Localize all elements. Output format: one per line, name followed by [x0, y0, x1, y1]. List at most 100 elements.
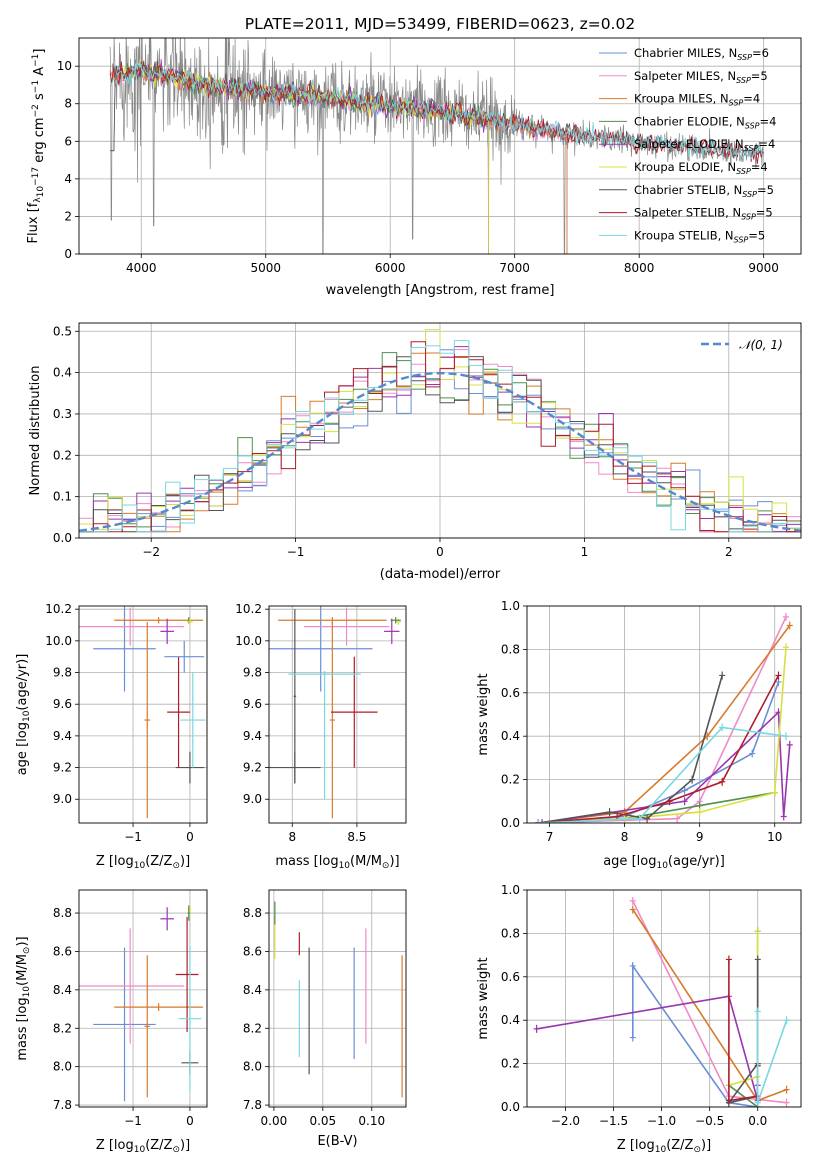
y-tick-label: 1.0 [501, 883, 520, 897]
y-tick-label: 9.2 [243, 761, 262, 775]
label-part: (Z/Z [145, 854, 172, 869]
weight-marker [754, 1007, 761, 1016]
legend-text: Salpeter MILES, N [634, 69, 736, 83]
legend-text: Salpeter ELODIE, N [634, 137, 744, 151]
y-axis-label: mass weight [476, 673, 491, 755]
x-tick-label: −1 [124, 830, 142, 844]
weight-marker [782, 732, 789, 741]
label-part: (M/M [15, 954, 30, 986]
weight-marker [681, 797, 688, 806]
x-axis-label: mass [log10(M/M⊙)] [275, 854, 399, 871]
y-tick-label: 8.0 [53, 1060, 72, 1074]
legend-sub: SSP [737, 53, 752, 62]
plot-area [527, 890, 801, 1107]
legend-sub: SSP [734, 235, 749, 244]
y-tick-label: 8.6 [243, 944, 262, 958]
residuals-legend: 𝒩(0, 1) [701, 338, 783, 352]
y-tick-label: 1.0 [501, 599, 520, 613]
ticks: −2.0 −1.5 −1.0 −0.5 0.0 0.0 0.2 0.4 0.6 0.8 1.0 [501, 883, 767, 1128]
legend-tail: =6 [752, 46, 769, 60]
plot-area [269, 606, 406, 823]
y-tick-label: 10.0 [45, 634, 72, 648]
axes-frame [78, 889, 208, 1108]
y-tick-label: 7.8 [53, 1098, 72, 1112]
ticks: 7 8 9 10 0.0 0.2 0.4 0.6 0.8 1.0 [501, 599, 782, 844]
legend-entry: Chabrier ELODIE, NSSP=4 [634, 114, 776, 130]
weight-marker [783, 1098, 790, 1107]
y-tick-label: 8 [64, 97, 72, 111]
x-tick-label: 4000 [126, 261, 157, 275]
axes-frame [78, 37, 802, 255]
weight-marker [754, 955, 761, 964]
y-tick-label: 0.3 [53, 407, 72, 421]
x-tick-label: 0 [186, 1114, 194, 1128]
weight-line [538, 681, 780, 823]
model-spectrum-line [109, 62, 764, 160]
histogram-steps [79, 329, 801, 533]
x-tick-label: 1 [581, 545, 589, 559]
legend-tail: =5 [757, 183, 774, 197]
weight-marker [719, 777, 726, 786]
axes-frame [78, 605, 208, 824]
y-tick-label: 0.4 [501, 729, 520, 743]
legend-tail: =4 [760, 114, 777, 128]
label-part: ⊙ [693, 1145, 701, 1155]
label-part: 10 [134, 1145, 146, 1155]
legend-sub: SSP [729, 99, 744, 108]
y-tick-label: 9.2 [53, 761, 72, 775]
panel-weight_vs_Z: −2.0 −1.5 −1.0 −0.5 0.0 0.0 0.2 0.4 0.6 0.8 1.0 Z [… [476, 883, 802, 1155]
x-tick-label: −2 [142, 545, 160, 559]
weight-marker [725, 1096, 732, 1105]
plot-area [79, 38, 801, 254]
legend-text: Kroupa MILES, N [634, 92, 729, 106]
y-tick-label: 8.0 [243, 1060, 262, 1074]
label-part: A [32, 67, 47, 80]
legend-text: Salpeter STELIB, N [634, 206, 741, 220]
weight-marker [771, 788, 778, 797]
legend-tail: =4 [758, 137, 775, 151]
y-axis-label: Normed distribution [28, 366, 43, 496]
legend-sub: SSP [736, 167, 751, 176]
x-axis-label: Z [log10(Z/Z⊙)] [96, 1138, 190, 1155]
grid [527, 606, 801, 823]
weight-marker [629, 1033, 636, 1042]
weight-marker [754, 1098, 761, 1107]
y-tick-label: 0.0 [53, 531, 72, 545]
x-tick-label: 2 [725, 545, 733, 559]
y-tick-label: 10.0 [235, 634, 262, 648]
y-tick-label: 9.8 [53, 666, 72, 680]
label-part: (Z/Z [145, 1138, 172, 1153]
weight-marker [636, 814, 643, 823]
y-tick-label: 6 [64, 134, 72, 148]
x-axis-label: age [log10(age/yr)] [603, 854, 725, 871]
legend-tail: =5 [756, 206, 773, 220]
weight-marker [719, 671, 726, 680]
weight-marker [782, 643, 789, 652]
x-tick-label: 10 [767, 830, 782, 844]
y-tick-label: 0.2 [501, 1057, 520, 1071]
legend-entry: Kroupa ELODIE, NSSP=4 [634, 160, 768, 176]
x-tick-label: 5000 [250, 261, 281, 275]
label-part: (age/yr)] [668, 854, 725, 869]
legend-sub: SSP [744, 144, 759, 153]
y-tick-label: 8.4 [243, 983, 262, 997]
y-tick-label: 10.2 [45, 602, 72, 616]
label-part: age [log [603, 854, 656, 869]
y-tick-label: 9.4 [53, 729, 72, 743]
y-tick-label: 8.8 [53, 906, 72, 920]
label-part: mass [log [275, 854, 338, 869]
legend-entry: 𝒩(0, 1) [739, 338, 783, 352]
y-tick-label: 10.2 [235, 602, 262, 616]
panel-mass_vs_ebv: 0.00 0.05 0.10 7.8 8.0 8.2 8.4 8.6 8.8 E(B-V) [243, 889, 407, 1149]
grid [79, 890, 207, 1107]
weight-marker [533, 1024, 540, 1033]
x-axis-label: wavelength [Angstrom, rest frame] [326, 283, 555, 298]
panels: 4000 5000 6000 7000 8000 90000246810Chabrier … [15, 37, 802, 1155]
grid [79, 606, 207, 823]
x-tick-label: 9000 [748, 261, 779, 275]
axes-frame [78, 322, 802, 539]
ticks: −2 −1 0 1 2 0.0 0.1 0.2 0.3 0.4 0.5 [53, 324, 733, 559]
legend-entry: Kroupa MILES, NSSP=4 [634, 92, 760, 108]
